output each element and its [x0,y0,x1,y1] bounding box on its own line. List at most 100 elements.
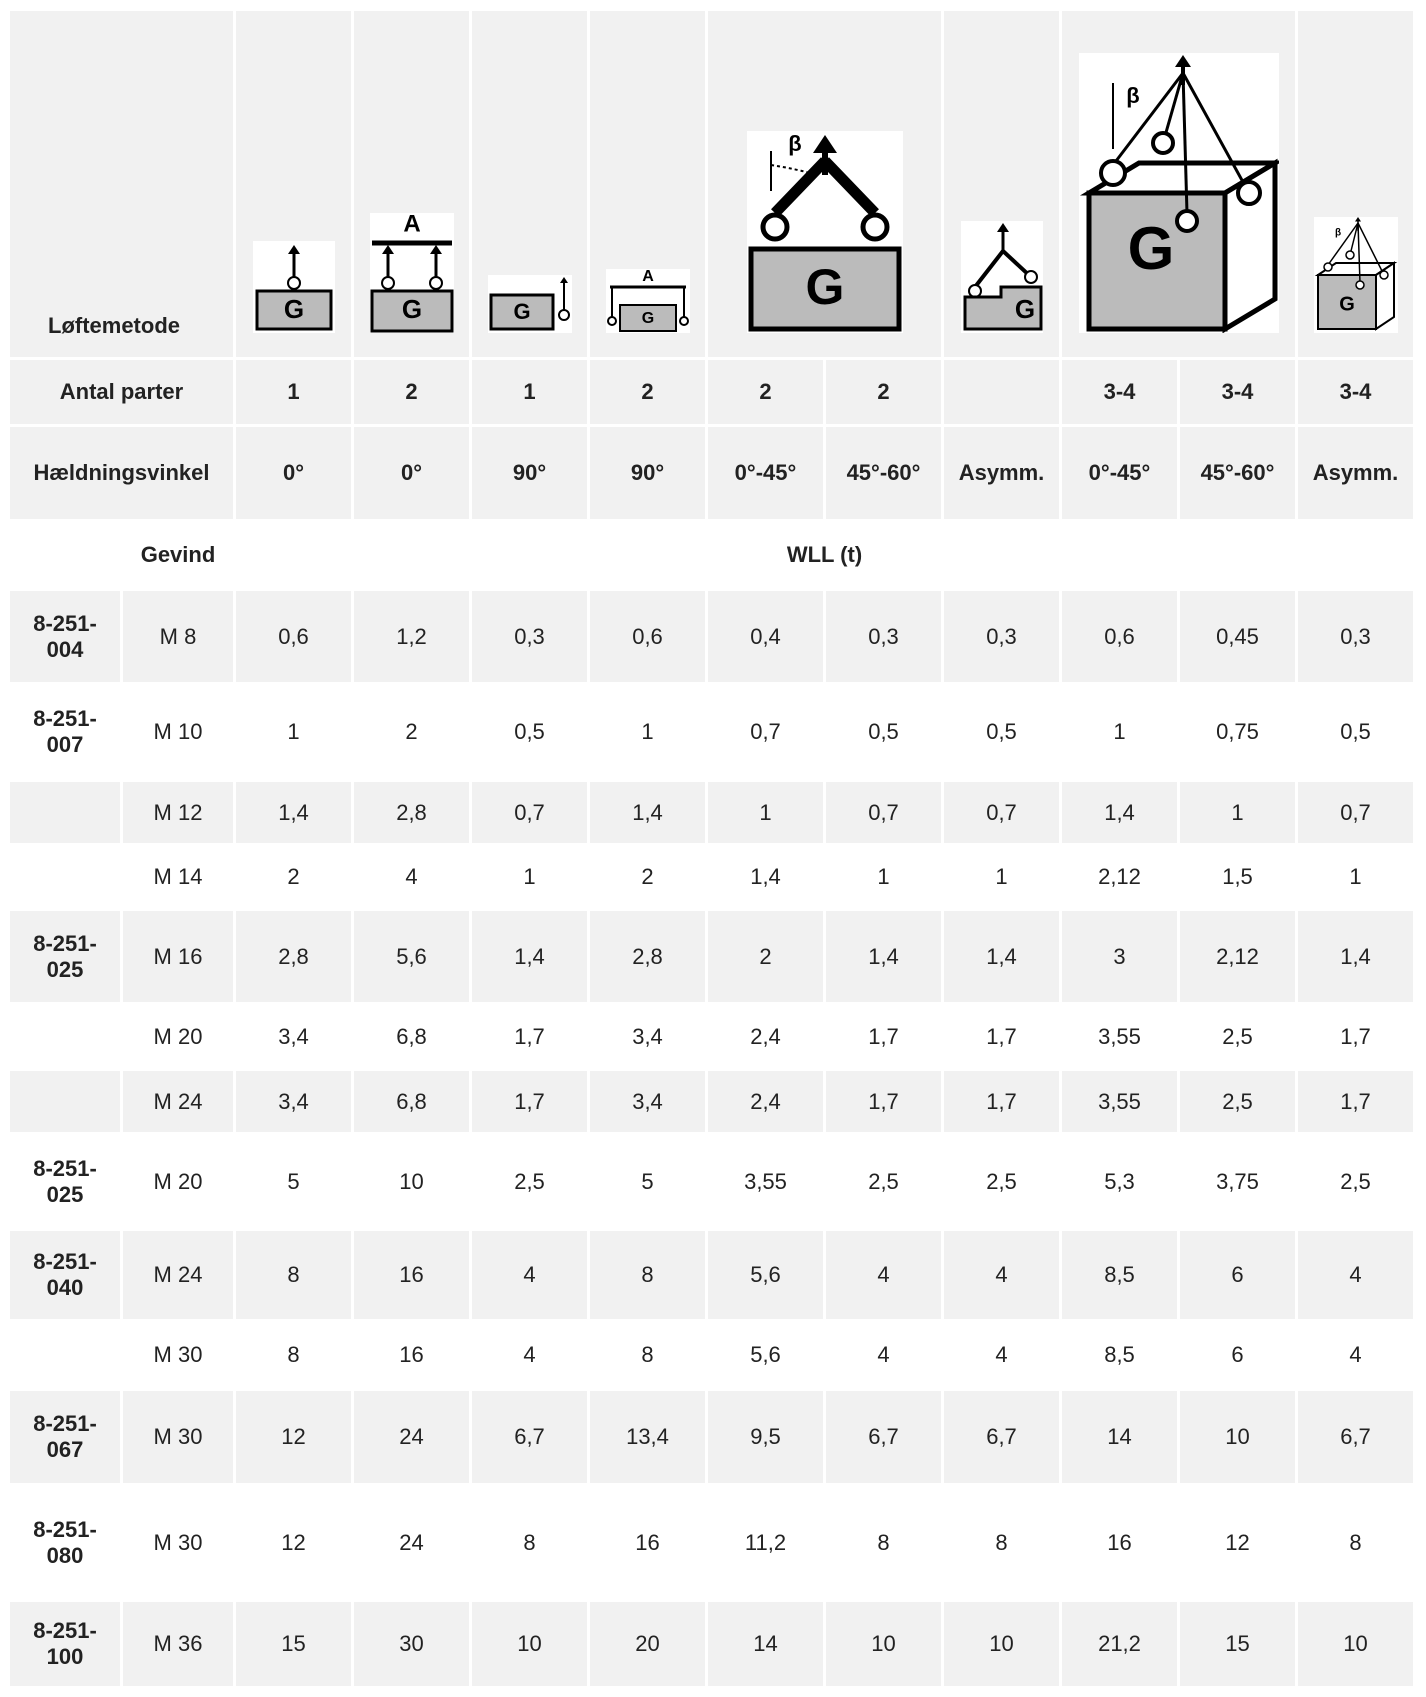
wll-cell: 0,3 [826,591,941,682]
icon-letter: β [1334,228,1340,239]
thread-cell: M 16 [123,911,233,1002]
thread-cell: M 24 [123,1231,233,1319]
wll-cell: 1,4 [944,911,1059,1002]
wll-cell: 1,7 [944,1005,1059,1068]
parts-cell: 2 [826,360,941,424]
wll-cell: 10 [944,1602,1059,1686]
wll-cell: 6 [1180,1231,1295,1319]
wll-cell: 2,5 [1298,1135,1413,1228]
wll-cell: 12 [236,1391,351,1483]
wll-cell: 10 [826,1602,941,1686]
wll-cell: 1,7 [472,1005,587,1068]
wll-cell: 1 [1180,782,1295,843]
wll-cell: 5,6 [708,1231,823,1319]
wll-cell: 10 [1298,1602,1413,1686]
wll-cell: 8 [826,1486,941,1599]
part-cell [10,1071,120,1132]
part-code: 8-251-100 [33,1618,97,1669]
part-cell [10,1005,120,1068]
icon-cell: G [472,11,587,357]
icon-letter: A [642,269,654,285]
wll-cell: 2,4 [708,1071,823,1132]
wll-cell: 4 [472,1322,587,1388]
icon-letter: G [283,294,303,324]
parts-cell: 2 [590,360,705,424]
icon-letter: A [403,213,420,237]
part-code: 8-251-004 [33,610,97,662]
part-cell: 8-251-080 [10,1486,120,1599]
lifting-icon: G [960,221,1043,333]
thread-cell: M 30 [123,1322,233,1388]
wll-cell: 16 [590,1486,705,1599]
part-cell: 8-251-025 [10,911,120,1002]
lifting-icon: G [487,275,572,333]
wll-cell: 4 [1298,1322,1413,1388]
wll-cell: 21,2 [1062,1602,1177,1686]
wll-cell: 8 [944,1486,1059,1599]
wll-cell: 2,12 [1180,911,1295,1002]
wll-cell: 1,7 [1298,1005,1413,1068]
part-cell [10,1322,120,1388]
wll-cell: 0,75 [1180,685,1295,779]
part-cell [10,782,120,843]
wll-cell: 0,5 [826,685,941,779]
icon-letter: G [1014,294,1034,324]
wll-cell: 6,8 [354,1071,469,1132]
angle-cell: 90° [472,427,587,519]
wll-cell: 4 [1298,1231,1413,1319]
wll-cell: 1,7 [944,1071,1059,1132]
wll-cell: 8,5 [1062,1322,1177,1388]
wll-cell: 0,7 [708,685,823,779]
wll-cell: 0,5 [1298,685,1413,779]
wll-cell: 2,4 [708,1005,823,1068]
wll-cell: 2 [708,911,823,1002]
method-label: Løftemetode [10,11,233,357]
angle-cell: 45°-60° [1180,427,1295,519]
wll-cell: 4 [354,846,469,908]
icon-letter: G [1127,215,1174,282]
wll-cell: 1 [472,846,587,908]
wll-cell: 3,4 [590,1071,705,1132]
wll-cell: 4 [944,1322,1059,1388]
thread-cell: M 20 [123,1005,233,1068]
wll-cell: 5,6 [354,911,469,1002]
wll-cell: 2,8 [236,911,351,1002]
wll-cell: 15 [1180,1602,1295,1686]
wll-cell: 14 [708,1602,823,1686]
wll-cell: 1,4 [1298,911,1413,1002]
wll-cell: 1 [1298,846,1413,908]
wll-cell: 16 [354,1322,469,1388]
wll-cell: 1 [944,846,1059,908]
wll-cell: 2,5 [1180,1005,1295,1068]
icon-letter: G [805,259,844,315]
wll-cell: 1,7 [472,1071,587,1132]
part-cell: 8-251-007 [10,685,120,779]
wll-cell: 8 [236,1322,351,1388]
wll-cell: 0,5 [944,685,1059,779]
wll-cell: 5,6 [708,1322,823,1388]
part-code: 8-251-067 [33,1411,97,1462]
wll-cell: 3,4 [590,1005,705,1068]
part-cell: 8-251-100 [10,1602,120,1686]
wll-cell: 2,8 [354,782,469,843]
thread-cell: M 24 [123,1071,233,1132]
wll-cell: 3,75 [1180,1135,1295,1228]
wll-cell: 6,7 [472,1391,587,1483]
wll-cell: 0,3 [1298,591,1413,682]
wll-cell: 10 [354,1135,469,1228]
wll-cell: 2,5 [944,1135,1059,1228]
wll-cell: 14 [1062,1391,1177,1483]
wll-cell: 5 [590,1135,705,1228]
wll-cell: 0,45 [1180,591,1295,682]
thread-cell: M 10 [123,685,233,779]
wll-cell: 12 [1180,1486,1295,1599]
thread-cell: M 36 [123,1602,233,1686]
wll-cell: 2,5 [1180,1071,1295,1132]
angle-label: Hældningsvinkel [10,427,233,519]
lifting-icon: G [252,241,335,333]
parts-cell: 1 [472,360,587,424]
